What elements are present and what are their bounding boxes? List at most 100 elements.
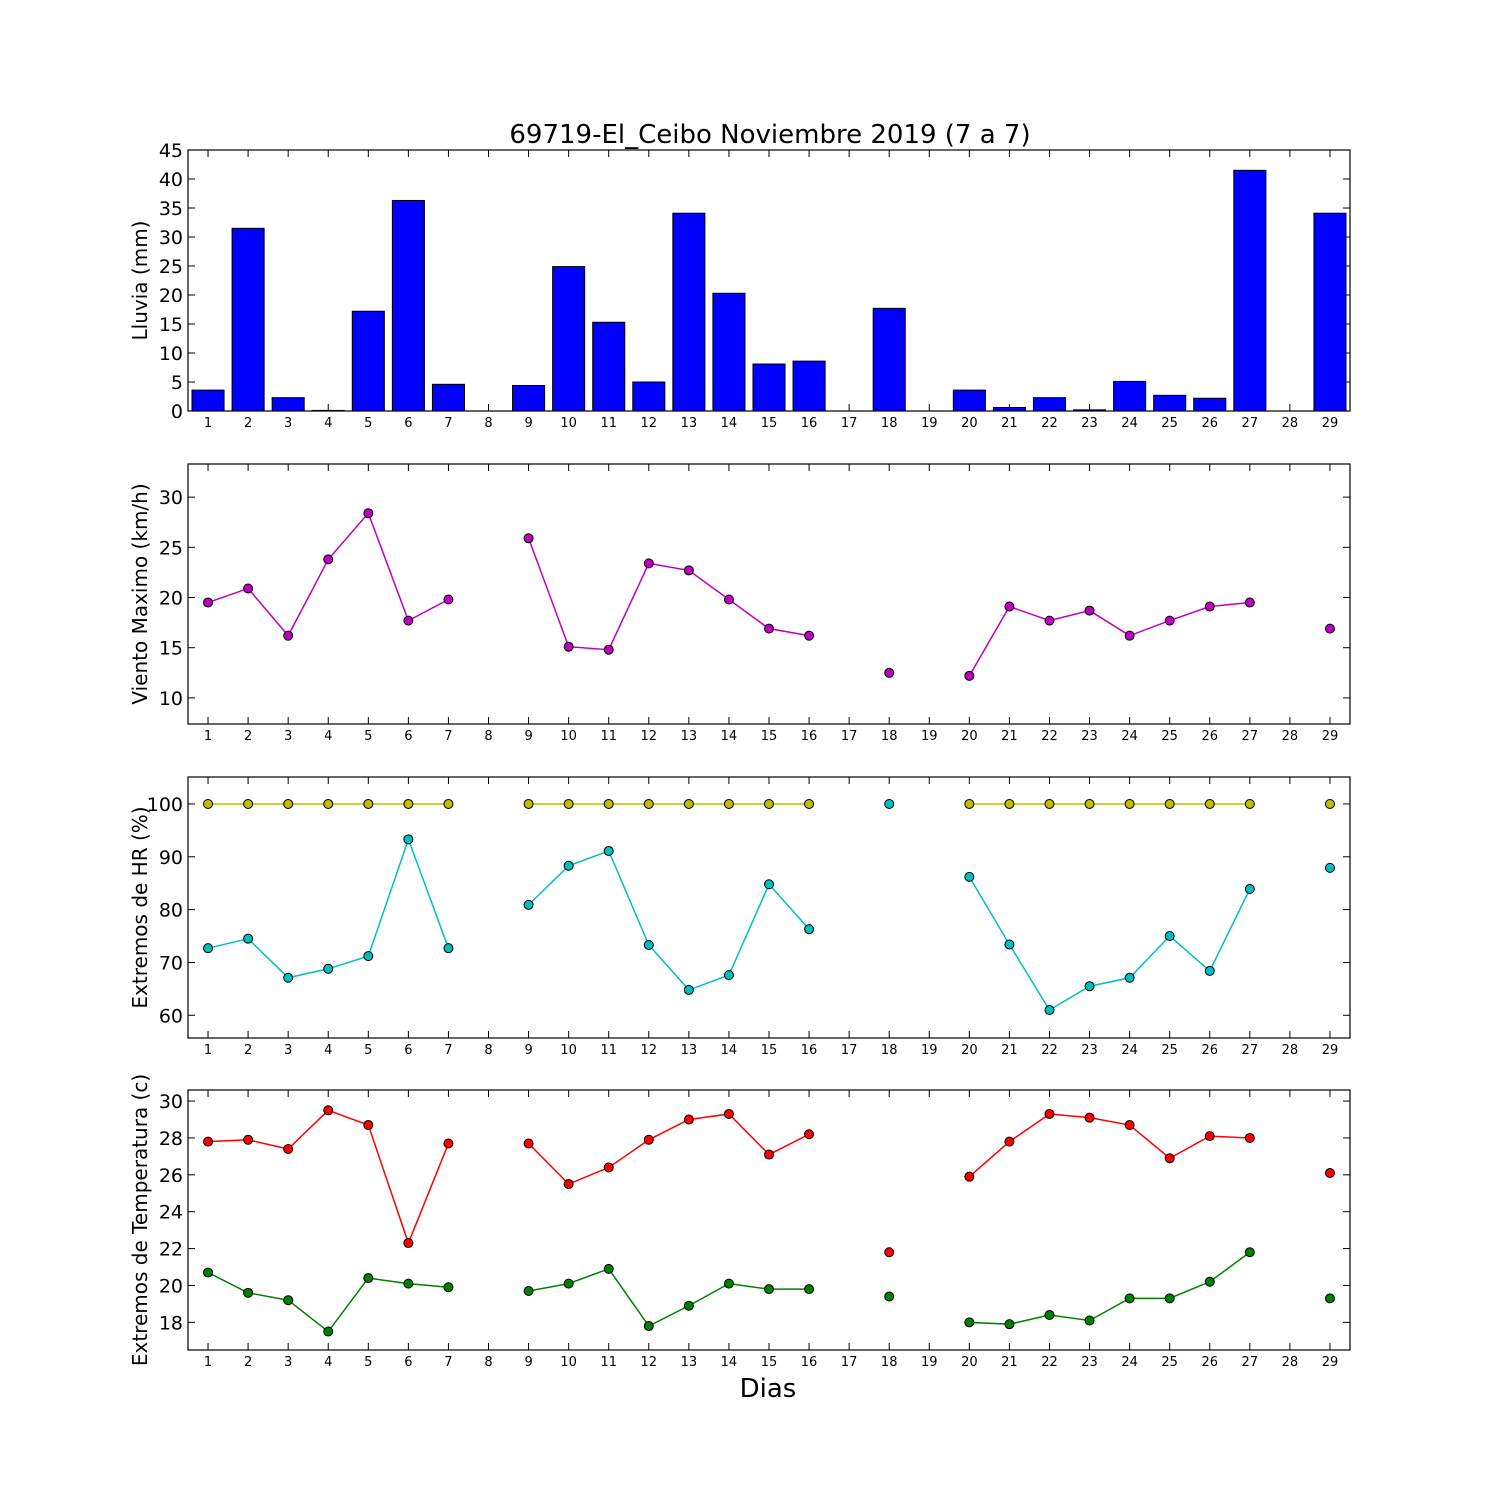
- x-tick-label: 7: [444, 1043, 452, 1058]
- wind-max-point: [1324, 623, 1335, 634]
- x-tick-label: 11: [600, 1043, 617, 1058]
- temp-min-point: [603, 1263, 614, 1274]
- x-tick-label: 29: [1322, 1355, 1339, 1370]
- rain-bar: [952, 389, 986, 412]
- temp-max-point: [804, 1129, 815, 1140]
- x-tick-label: 20: [961, 416, 978, 431]
- x-tick-label: 14: [721, 416, 738, 431]
- x-tick-label: 2: [244, 1043, 252, 1058]
- hr-max-point: [723, 798, 734, 809]
- x-tick-label: 10: [560, 729, 577, 744]
- hr-min-point: [603, 845, 614, 856]
- temp-min-point: [683, 1300, 694, 1311]
- temp-min-point: [1044, 1309, 1055, 1320]
- x-tick-label: 10: [560, 1355, 577, 1370]
- x-tick-label: 10: [560, 1043, 577, 1058]
- hr-min-point: [1324, 862, 1335, 873]
- y-axis-label: Viento Maximo (km/h): [128, 483, 152, 704]
- temp-min-point: [563, 1278, 574, 1289]
- x-tick-label: 28: [1282, 1043, 1299, 1058]
- x-tick-label: 7: [444, 729, 452, 744]
- x-tick-label: 1: [204, 1043, 212, 1058]
- temp-max-point: [443, 1138, 454, 1149]
- x-tick-label: 8: [484, 729, 492, 744]
- x-tick-label: 1: [204, 1355, 212, 1370]
- x-tick-label: 23: [1081, 1043, 1098, 1058]
- x-tick-label: 23: [1081, 1355, 1098, 1370]
- y-tick-label: 20: [159, 1275, 183, 1297]
- x-tick-label: 18: [881, 729, 898, 744]
- x-tick-label: 22: [1041, 416, 1058, 431]
- hr-min-point: [243, 933, 254, 944]
- wind-max-point: [884, 667, 895, 678]
- x-tick-label: 21: [1001, 1355, 1018, 1370]
- x-tick-label: 17: [841, 1043, 858, 1058]
- x-tick-label: 25: [1161, 729, 1178, 744]
- temp-max-point: [603, 1162, 614, 1173]
- x-tick-label: 1: [204, 416, 212, 431]
- temp-max-point: [243, 1134, 254, 1145]
- wind-max-point: [283, 630, 294, 641]
- y-tick-label: 28: [159, 1128, 183, 1150]
- x-tick-label: 3: [284, 1043, 292, 1058]
- temp-max-line: [968, 1113, 1250, 1178]
- hr-min-point: [523, 899, 534, 910]
- y-tick-label: 15: [159, 314, 183, 336]
- rain-bar: [752, 363, 786, 412]
- hr-max-point: [1004, 798, 1015, 809]
- temp-min-point: [723, 1278, 734, 1289]
- temp-max-point: [723, 1108, 734, 1119]
- y-tick-label: 10: [159, 688, 183, 710]
- hr-max-point: [243, 798, 254, 809]
- hr-max-point: [1324, 798, 1335, 809]
- y-tick-label: 60: [159, 1005, 183, 1027]
- x-tick-label: 9: [524, 416, 532, 431]
- hr-min-line: [528, 850, 810, 991]
- x-tick-label: 11: [600, 1355, 617, 1370]
- y-tick-label: 24: [159, 1202, 183, 1224]
- x-axis-label: Dias: [740, 1374, 797, 1404]
- temp-max-line: [528, 1113, 810, 1185]
- x-tick-label: 12: [641, 416, 658, 431]
- x-tick-label: 9: [524, 1355, 532, 1370]
- x-tick-label: 26: [1201, 416, 1218, 431]
- hr-min-point: [884, 798, 895, 809]
- x-tick-label: 3: [284, 1355, 292, 1370]
- temp-min-point: [764, 1284, 774, 1295]
- x-tick-label: 18: [881, 1043, 898, 1058]
- x-tick-label: 17: [841, 729, 858, 744]
- x-tick-label: 4: [324, 416, 332, 431]
- y-tick-label: 26: [159, 1165, 183, 1187]
- x-tick-label: 12: [641, 729, 658, 744]
- x-tick-label: 15: [761, 729, 778, 744]
- hr-max-point: [363, 798, 374, 809]
- x-tick-label: 15: [761, 416, 778, 431]
- hr-min-point: [1004, 939, 1015, 950]
- hr-max-point: [764, 798, 774, 809]
- x-tick-label: 6: [404, 416, 412, 431]
- x-tick-label: 22: [1041, 1355, 1058, 1370]
- y-axis-label: Extremos de HR (%): [128, 806, 152, 1008]
- wind-max-point: [363, 508, 374, 519]
- x-tick-label: 24: [1121, 729, 1138, 744]
- x-tick-label: 4: [324, 729, 332, 744]
- hr-max-point: [323, 798, 334, 809]
- x-tick-label: 9: [524, 1043, 532, 1058]
- temp-max-point: [1204, 1131, 1215, 1142]
- temp-max-point: [1004, 1136, 1015, 1147]
- x-tick-label: 18: [881, 1355, 898, 1370]
- hr-min-point: [1124, 972, 1135, 983]
- x-tick-label: 14: [721, 1355, 738, 1370]
- temp-min-point: [964, 1317, 975, 1328]
- x-tick-label: 22: [1041, 729, 1058, 744]
- x-tick-label: 5: [364, 1043, 372, 1058]
- x-tick-label: 12: [641, 1043, 658, 1058]
- hr-max-point: [804, 798, 815, 809]
- x-tick-label: 15: [761, 1355, 778, 1370]
- y-axis-label: Extremos de Temperatura (c): [128, 1074, 152, 1366]
- hr-max-point: [683, 798, 694, 809]
- rain-bar: [872, 307, 906, 412]
